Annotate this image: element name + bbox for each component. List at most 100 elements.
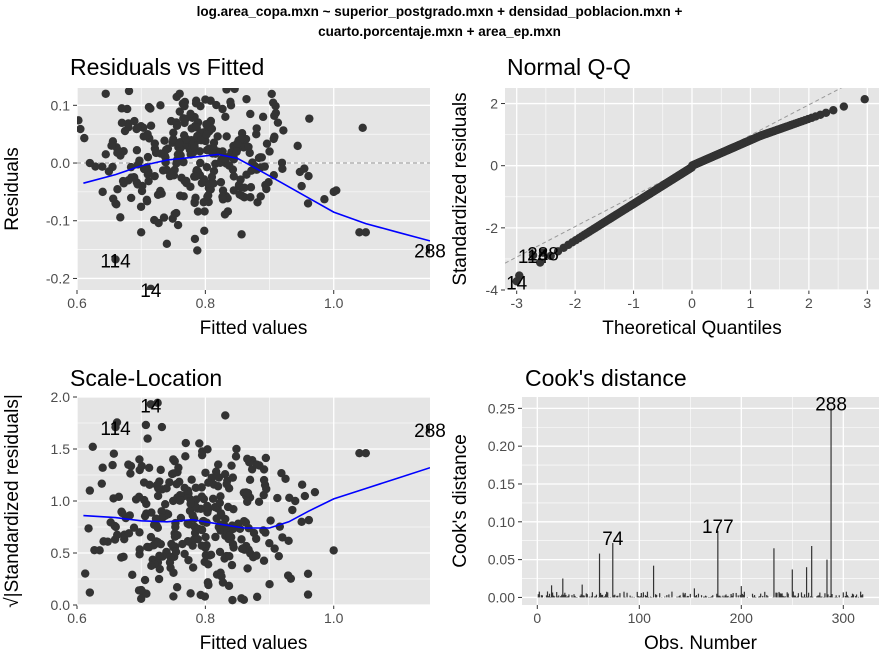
- data-point: [128, 570, 137, 580]
- data-point: [165, 478, 174, 487]
- data-point: [167, 539, 176, 549]
- labeled-data-point: [425, 245, 430, 254]
- data-point: [169, 592, 178, 601]
- data-point: [222, 479, 231, 489]
- data-point: [222, 88, 231, 94]
- data-point: [132, 123, 142, 133]
- data-point: [258, 112, 268, 122]
- data-point: [141, 420, 151, 430]
- panel-title: Cook's distance: [525, 365, 687, 391]
- x-axis-label: Fitted values: [200, 633, 308, 654]
- data-point: [303, 569, 313, 578]
- data-point: [117, 118, 127, 128]
- data-point: [181, 114, 190, 123]
- data-point: [243, 454, 252, 464]
- data-point: [192, 123, 201, 132]
- data-point: [203, 445, 212, 454]
- x-tick-label: 0.8: [196, 610, 216, 626]
- data-point: [358, 123, 367, 133]
- x-tick-label: 0: [533, 610, 541, 626]
- data-point: [286, 574, 296, 583]
- data-point: [242, 94, 251, 104]
- data-point: [174, 463, 183, 472]
- data-point: [212, 514, 221, 523]
- data-point: [139, 478, 149, 487]
- y-tick-label: 0.25: [488, 400, 515, 416]
- point-label: 14: [140, 281, 162, 302]
- data-point: [197, 492, 207, 501]
- data-point: [218, 195, 228, 204]
- data-point: [239, 516, 249, 526]
- data-point: [279, 126, 288, 135]
- data-point: [131, 495, 141, 504]
- labeled-data-point: [111, 422, 120, 432]
- panel-2: -3 -2 -1 0 1 2 3 2 0 -2 -4 Normal Q-Q Theoretical Qu…: [450, 54, 879, 339]
- data-point: [135, 156, 144, 165]
- data-point: [155, 551, 164, 561]
- data-point: [262, 139, 272, 148]
- x-axis-label: Theoretical Quantiles: [602, 318, 782, 339]
- data-point: [304, 515, 314, 525]
- data-point: [204, 478, 213, 487]
- data-point: [180, 101, 189, 111]
- data-point: [201, 468, 210, 477]
- data-point: [535, 258, 545, 267]
- y-tick-label: 1.0: [51, 493, 71, 509]
- data-point: [172, 159, 181, 168]
- data-point: [95, 546, 104, 555]
- y-tick-label: 0.5: [51, 545, 71, 561]
- data-point: [144, 176, 153, 186]
- panel-title: Residuals vs Fitted: [70, 54, 264, 80]
- data-point: [169, 135, 178, 144]
- data-point: [216, 178, 226, 187]
- data-point: [137, 461, 146, 471]
- y-tick-label: -0.2: [46, 270, 70, 286]
- data-point: [98, 162, 107, 171]
- data-point: [211, 467, 221, 476]
- data-point: [361, 228, 371, 237]
- data-point: [158, 166, 168, 175]
- data-point: [193, 246, 202, 255]
- data-point: [167, 469, 177, 479]
- data-point: [228, 540, 238, 549]
- data-point: [109, 449, 119, 458]
- data-point: [146, 121, 156, 130]
- y-axis-label: √|Standardized residuals|: [2, 394, 23, 608]
- data-point: [166, 552, 175, 562]
- data-point: [113, 185, 122, 194]
- data-point: [85, 486, 95, 495]
- data-point: [259, 556, 269, 565]
- data-point: [173, 530, 182, 540]
- data-point: [245, 475, 255, 485]
- data-point: [310, 487, 320, 497]
- labeled-data-point: [111, 255, 120, 264]
- data-point: [85, 588, 95, 597]
- data-point: [546, 251, 555, 261]
- data-point: [135, 550, 144, 559]
- data-point: [156, 101, 165, 110]
- data-point: [175, 107, 184, 116]
- data-point: [109, 494, 118, 503]
- data-point: [252, 592, 262, 602]
- x-tick-label: 1.0: [324, 610, 344, 626]
- data-point: [260, 162, 269, 171]
- plot-area: [537, 408, 865, 598]
- y-tick-label: 0.15: [488, 476, 515, 492]
- data-point: [230, 88, 239, 94]
- data-point: [237, 544, 247, 553]
- figure-title: log.area_copa.mxn ~ superior_postgrado.m…: [0, 2, 879, 42]
- data-point: [50, 120, 58, 128]
- data-point: [229, 172, 239, 181]
- data-point: [113, 146, 123, 155]
- x-tick-label: 0.6: [67, 610, 87, 626]
- spike-label: 177: [702, 517, 734, 538]
- data-point: [124, 123, 133, 132]
- data-point: [142, 197, 152, 206]
- data-point: [221, 411, 230, 420]
- y-tick-label: 2: [490, 96, 498, 112]
- data-point: [240, 183, 249, 192]
- data-point: [150, 215, 159, 225]
- data-point: [239, 595, 249, 604]
- data-point: [179, 131, 189, 140]
